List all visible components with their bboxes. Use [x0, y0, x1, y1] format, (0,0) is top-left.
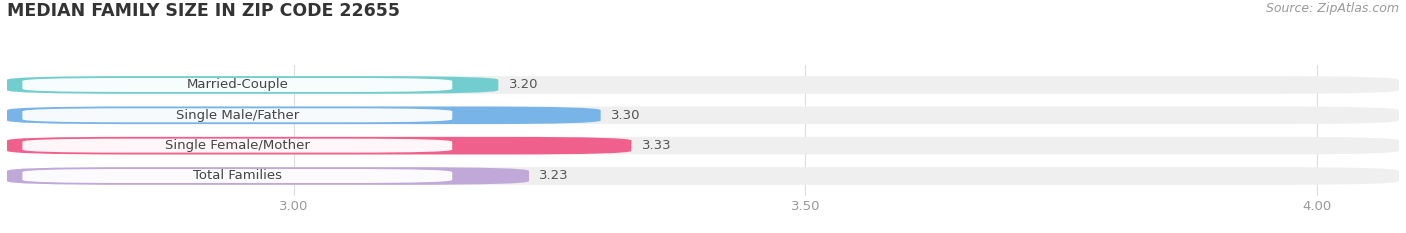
FancyBboxPatch shape: [7, 76, 1399, 94]
Text: Single Female/Mother: Single Female/Mother: [165, 139, 309, 152]
FancyBboxPatch shape: [7, 76, 498, 94]
FancyBboxPatch shape: [22, 169, 453, 183]
FancyBboxPatch shape: [22, 78, 453, 92]
FancyBboxPatch shape: [7, 137, 1399, 154]
FancyBboxPatch shape: [22, 108, 453, 122]
Text: Married-Couple: Married-Couple: [187, 79, 288, 92]
FancyBboxPatch shape: [7, 106, 1399, 124]
FancyBboxPatch shape: [7, 106, 600, 124]
FancyBboxPatch shape: [7, 137, 631, 154]
Text: MEDIAN FAMILY SIZE IN ZIP CODE 22655: MEDIAN FAMILY SIZE IN ZIP CODE 22655: [7, 2, 401, 20]
FancyBboxPatch shape: [22, 139, 453, 153]
Text: Source: ZipAtlas.com: Source: ZipAtlas.com: [1265, 2, 1399, 15]
Text: 3.30: 3.30: [610, 109, 640, 122]
FancyBboxPatch shape: [7, 167, 1399, 185]
Text: Total Families: Total Families: [193, 169, 281, 182]
FancyBboxPatch shape: [7, 167, 529, 185]
Text: 3.33: 3.33: [641, 139, 671, 152]
Text: 3.20: 3.20: [509, 79, 538, 92]
Text: Single Male/Father: Single Male/Father: [176, 109, 299, 122]
Text: 3.23: 3.23: [540, 169, 569, 182]
